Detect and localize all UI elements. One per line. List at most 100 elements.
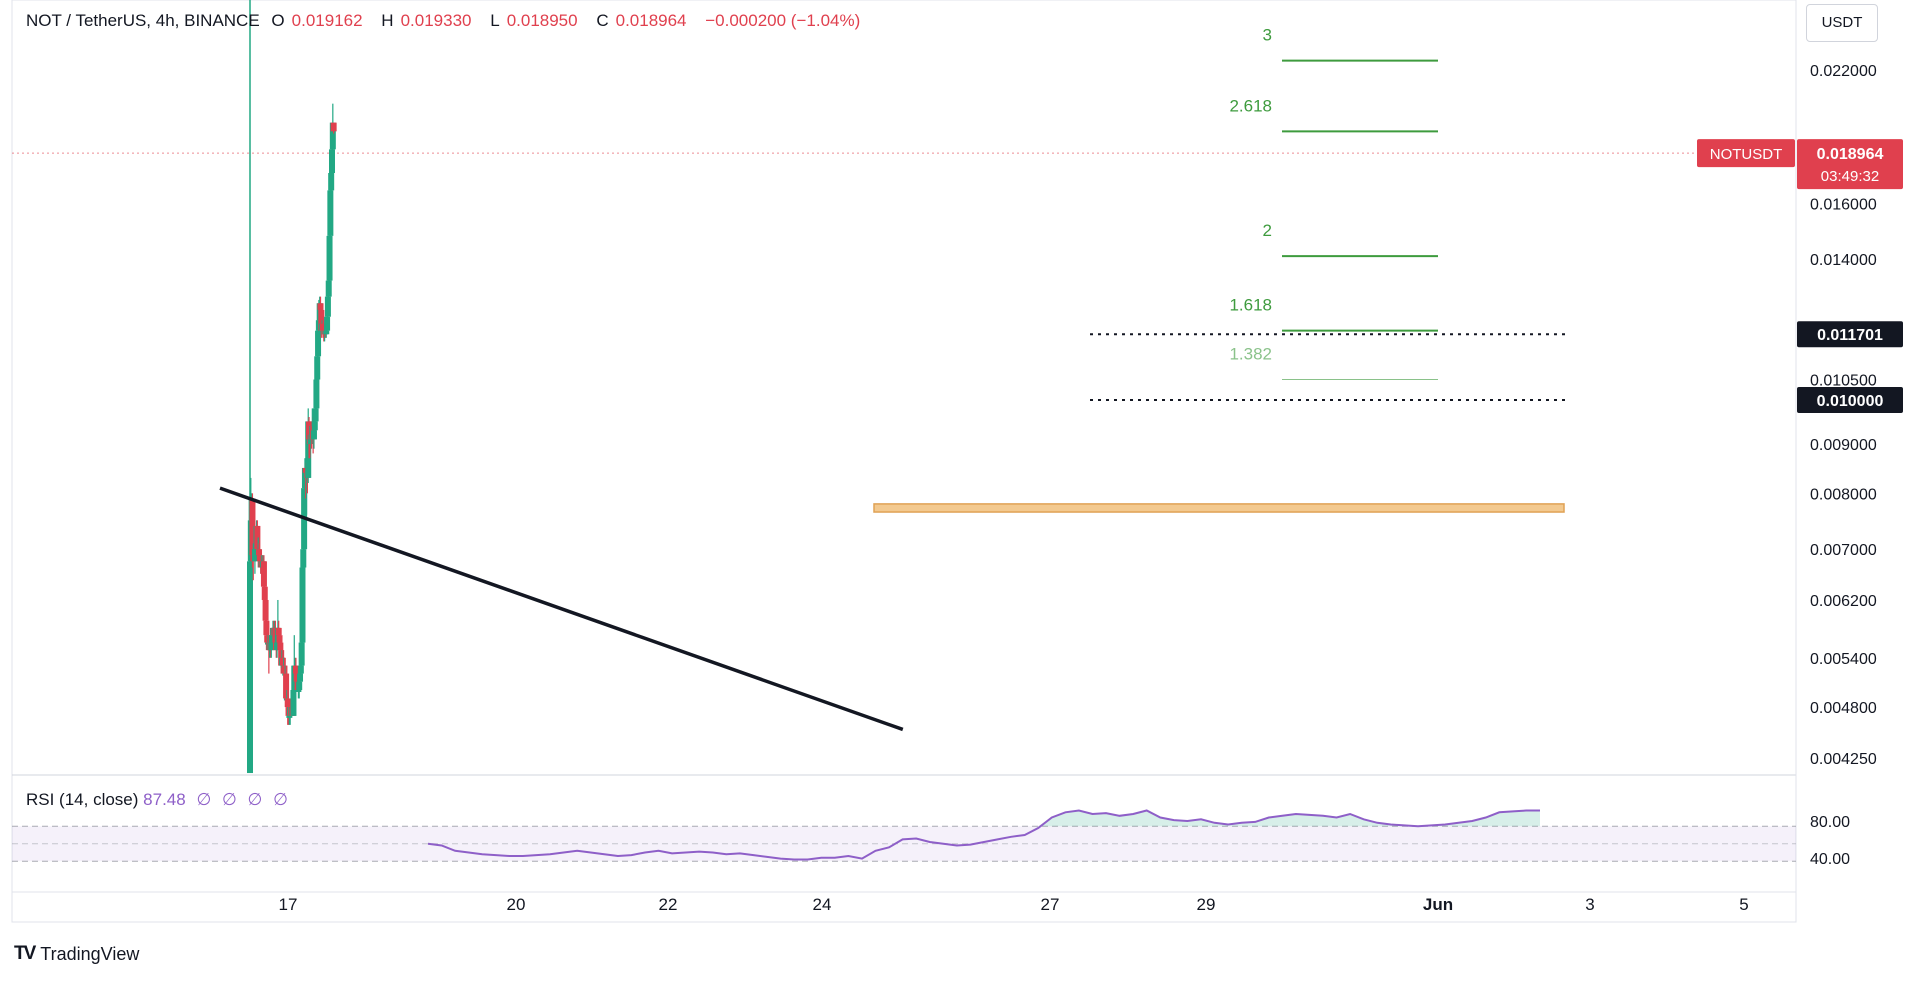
y-tick-label: 0.004250 (1810, 751, 1877, 768)
y-tick-label: 0.009000 (1810, 437, 1877, 454)
symbol-tag (1697, 139, 1795, 168)
y-tick-label: 0.022000 (1810, 63, 1877, 80)
candle-up (311, 421, 318, 431)
x-tick-label: 3 (1585, 895, 1594, 914)
candle-up (312, 408, 319, 422)
x-tick-label: Jun (1423, 895, 1453, 914)
currency-button[interactable]: USDT (1806, 4, 1878, 42)
candle-up (290, 689, 297, 716)
symbol-title[interactable]: NOT / TetherUS, 4h, BINANCE (26, 11, 260, 30)
candle-up (297, 665, 304, 674)
candle-down (249, 498, 256, 556)
y-tick-label: 0.016000 (1810, 196, 1877, 213)
x-tick-label: 5 (1739, 895, 1748, 914)
candle-up (297, 673, 304, 682)
candle-up (268, 642, 275, 651)
high-value: 0.019330 (400, 11, 472, 30)
candle-up (295, 689, 302, 692)
price-marker-label: 0.011701 (1817, 327, 1883, 344)
rsi-overbought-fill (428, 810, 1540, 827)
x-tick-label: 22 (659, 895, 678, 914)
candle-up (315, 330, 322, 357)
candle-down (317, 303, 324, 310)
high-label: H (381, 11, 394, 30)
candle-up (313, 379, 320, 409)
y-tick-label: 0.010500 (1810, 373, 1877, 390)
tradingview-logo: TV (14, 943, 36, 964)
fib-label: 1.618 (1229, 296, 1272, 315)
candle-down (277, 642, 284, 651)
countdown-label: 03:49:32 (1821, 168, 1879, 185)
rsi-tick-label: 40.00 (1810, 851, 1850, 868)
x-tick-label: 27 (1041, 895, 1060, 914)
candle-up (269, 635, 276, 643)
chart-frame (11, 0, 1797, 923)
y-tick-label: 0.007000 (1810, 542, 1877, 559)
last-price-tag (1797, 139, 1903, 190)
candle-up (274, 642, 281, 651)
candle-up (247, 561, 253, 774)
candle-down (292, 665, 299, 674)
candle-down (330, 122, 337, 132)
candle-up (323, 330, 330, 335)
support-zone (873, 503, 1565, 513)
candle-up (298, 642, 305, 666)
candle-down (281, 665, 288, 674)
candle-up (328, 172, 335, 191)
open-label: O (271, 11, 285, 30)
candle-up (305, 421, 312, 478)
candle-up (327, 190, 334, 236)
fib-label: 3 (1263, 26, 1272, 45)
open-value: 0.019162 (291, 11, 363, 30)
x-tick-label: 29 (1197, 895, 1216, 914)
candle-down (318, 309, 325, 331)
candle-down (264, 635, 271, 643)
x-tick-label: 20 (507, 895, 526, 914)
fib-label: 2.618 (1229, 96, 1272, 115)
fib-label: 2 (1263, 221, 1272, 240)
candle-up (299, 567, 306, 643)
candle-up (324, 296, 331, 317)
candle-down (254, 525, 261, 550)
fib-label: 1.382 (1229, 345, 1272, 364)
rsi-nan-4: ∅ (273, 790, 288, 809)
candle-up (300, 549, 307, 568)
x-tick-label: 24 (813, 895, 832, 914)
change-value: −0.000200 (−1.04%) (705, 11, 861, 30)
candle-up (251, 549, 258, 562)
price-marker-box (1797, 386, 1903, 413)
candle-down (256, 549, 263, 556)
candle-up (329, 149, 335, 173)
rsi-line (427, 809, 1540, 861)
y-tick-label: 0.004800 (1810, 700, 1877, 717)
rsi-label[interactable]: RSI (14, close) (26, 790, 139, 809)
candle-down (276, 635, 283, 643)
tradingview-name: TradingView (40, 943, 140, 964)
candle-down (306, 421, 313, 440)
y-tick-label: 0.014000 (1810, 252, 1877, 269)
candle-up (325, 280, 332, 297)
tradingview-brand[interactable]: TV TradingView (14, 943, 139, 965)
rsi-nan-3: ∅ (247, 790, 263, 809)
candle-up (310, 430, 317, 440)
x-tick-label: 17 (279, 895, 298, 914)
rsi-value: 87.48 (143, 790, 186, 809)
candle-up (307, 434, 314, 445)
last-price-label: 0.018964 (1817, 146, 1884, 163)
candle-down (263, 620, 270, 636)
symbol-tag-label: NOTUSDT (1710, 146, 1783, 163)
y-tick-label: 0.008000 (1810, 486, 1877, 503)
low-value: 0.018950 (506, 11, 578, 30)
candle-down (284, 698, 291, 708)
candle-down (283, 673, 290, 699)
descending-trendline (219, 486, 904, 732)
rsi-header: RSI (14, close) 87.48 ∅ ∅ ∅ ∅ (26, 790, 288, 810)
low-label: L (490, 11, 500, 30)
y-tick-label: 0.005400 (1810, 651, 1877, 668)
candle-down (260, 561, 267, 587)
price-marker-box (1797, 321, 1903, 348)
rsi-nan-1: ∅ (196, 790, 212, 809)
candle-up (324, 316, 331, 331)
